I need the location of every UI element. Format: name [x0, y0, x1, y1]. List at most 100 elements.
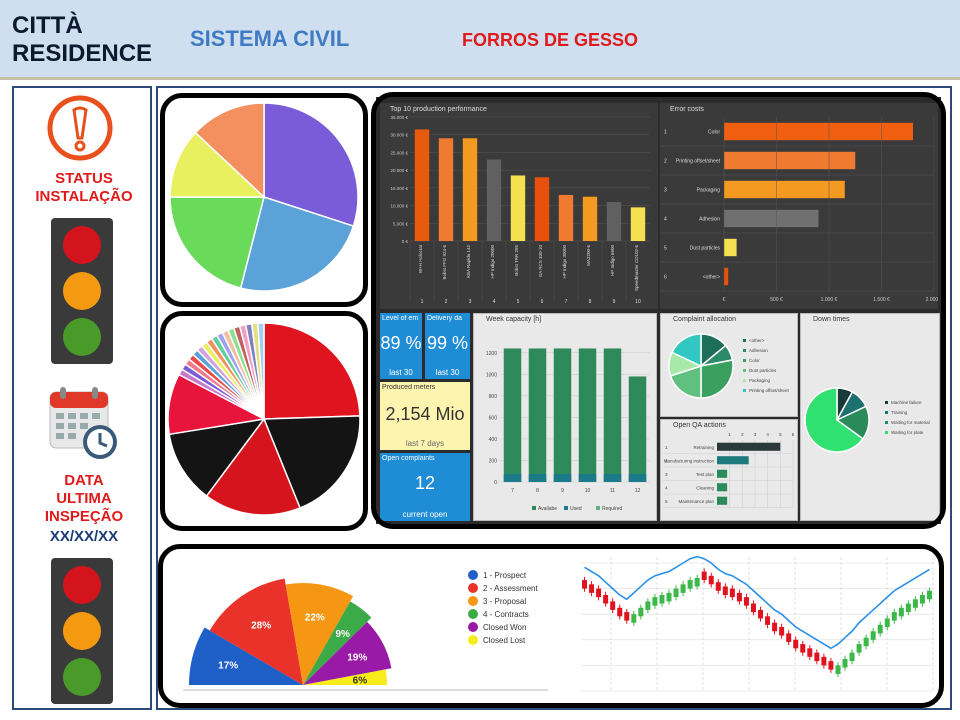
rank-label: 1	[421, 299, 424, 305]
candle-body	[835, 665, 841, 674]
green-lamp	[63, 658, 101, 696]
x-tick-label: 1.500 €	[873, 297, 890, 303]
inspection-traffic-light	[51, 558, 113, 704]
legend-swatch	[885, 411, 888, 414]
subject-title: FORROS DE GESSO	[462, 30, 639, 50]
machine-name-label: Bobst TRR 295	[514, 245, 519, 276]
inspection-date: XX/XX/XX	[49, 528, 119, 545]
week-label: 12	[635, 488, 641, 494]
action-label: Maintenance plan	[678, 499, 714, 504]
legend-label: Packaging	[749, 378, 771, 383]
used-segment	[553, 474, 572, 482]
pie1-slice	[169, 196, 265, 289]
capacity-bar	[628, 376, 647, 482]
production-bar	[438, 138, 454, 241]
down-times-tile: Down times Machine failure Training Waitin…	[800, 313, 940, 521]
production-bar	[534, 177, 550, 241]
candle-body	[800, 644, 806, 653]
category-label: Color	[708, 130, 720, 136]
slice-percent-label: 22%	[305, 613, 325, 624]
x-tick-label: 6	[792, 432, 795, 437]
y-tick-label: 600	[489, 415, 498, 421]
used-segment	[628, 474, 647, 482]
pie-chart-2	[167, 322, 361, 516]
production-bar	[582, 196, 598, 241]
candle-body	[821, 656, 827, 666]
legend-label: Closed Won	[483, 623, 526, 632]
production-dashboard: Top 10 production performance 35.000 €30…	[376, 97, 941, 524]
candle-body	[772, 622, 778, 632]
rank-label: 2	[664, 159, 667, 165]
funnel-slice	[285, 583, 354, 685]
x-tick-label: 1	[728, 432, 731, 437]
week-capacity-title: Week capacity [h]	[486, 316, 542, 323]
production-bar	[558, 194, 574, 241]
week-label: 11	[610, 488, 615, 494]
bottom-charts: 17% 28% 22% 9% 19% 6% 1 - Prospect 2 - Assessme…	[183, 555, 934, 692]
complaint-allocation-tile: Complaint allocation <other> Adhesion Colo…	[660, 313, 798, 417]
level-kpi-tile[interactable]: Level of em 89 % last 30	[380, 313, 422, 379]
used-segment	[528, 474, 547, 482]
pie1-slice	[194, 102, 265, 199]
pie1-slice	[169, 131, 266, 198]
legend-label: Machine failure	[891, 400, 922, 405]
candle-body	[912, 599, 918, 608]
slice-percent-label: 28%	[251, 621, 271, 632]
complaint-allocation-chart: <other> Adhesion Color Dust particles Packag…	[668, 333, 789, 399]
candle-body	[610, 601, 616, 610]
candle-body	[828, 661, 834, 670]
y-tick-label: 400	[489, 437, 498, 443]
rank-label: 9	[613, 299, 616, 305]
rank-label: 4	[664, 217, 667, 223]
legend-label: Printing offset/sheet	[749, 388, 789, 393]
error-cost-bar	[724, 238, 737, 257]
moving-average-line	[584, 555, 930, 650]
legend-swatch	[596, 506, 600, 510]
qa-action-bar	[717, 442, 781, 451]
week-capacity-tile: Week capacity [h] 1200 1000 800 600 400 200 0 7…	[473, 313, 657, 521]
legend-dot	[468, 570, 478, 580]
machine-name-label: HP Indigo 6600	[610, 245, 615, 276]
legend-swatch	[743, 349, 746, 352]
candle-body	[680, 584, 686, 593]
rank-label: 6	[664, 275, 667, 281]
week-capacity-chart: 1200 1000 800 600 400 200 0 7 8 9 10 11 12 Availabe Us…	[486, 348, 650, 512]
legend-swatch	[743, 369, 746, 372]
candle-body	[666, 592, 672, 602]
x-tick-label: 500 €	[770, 297, 783, 303]
legend-label: Training	[891, 410, 908, 415]
pie-chart-box-2	[160, 311, 368, 531]
machine-name-label: KBA Rapida 142	[466, 245, 471, 279]
candle-body	[898, 607, 904, 617]
delivery-kpi-tile[interactable]: Delivery da 99 % last 30	[425, 313, 470, 379]
open-complaints-tile[interactable]: Open complaints 12 current open	[380, 453, 470, 521]
legend-swatch	[743, 389, 746, 392]
produced-meters-tile[interactable]: Produced meters 2,154 Mio last 7 days	[380, 382, 470, 450]
legend-dot	[468, 622, 478, 632]
legend-label: Waiting for material	[891, 420, 930, 425]
x-tick-label: 1.000 €	[821, 297, 838, 303]
exclamation-circle-icon	[47, 95, 113, 161]
x-tick-label: 2.000 €	[926, 297, 938, 303]
legend-dot	[468, 583, 478, 593]
complaint-slice	[700, 359, 734, 399]
bottom-charts-box: 17% 28% 22% 9% 19% 6% 1 - Prospect 2 - Assessme…	[158, 544, 944, 708]
candle-body	[722, 586, 728, 595]
complaint-allocation-title: Complaint allocation	[673, 316, 737, 323]
pie2-slice	[257, 322, 265, 420]
y-tick-label: 1000	[486, 372, 497, 378]
candle-body	[645, 601, 651, 610]
y-tick-label: 20.000 €	[390, 168, 408, 173]
candle-body	[877, 624, 883, 634]
legend-label: Required	[602, 506, 623, 512]
production-bar	[486, 159, 502, 241]
produced-meters-value: 2,154 Mio	[385, 404, 465, 424]
y-tick-label: 1200	[486, 351, 497, 357]
candle-body	[779, 627, 785, 636]
legend-swatch	[885, 401, 888, 404]
week-label: 9	[561, 488, 564, 494]
candle-body	[842, 659, 848, 668]
pie2-slice	[263, 322, 361, 420]
error-cost-bar	[724, 209, 819, 228]
action-label: Cleaning	[696, 485, 714, 490]
